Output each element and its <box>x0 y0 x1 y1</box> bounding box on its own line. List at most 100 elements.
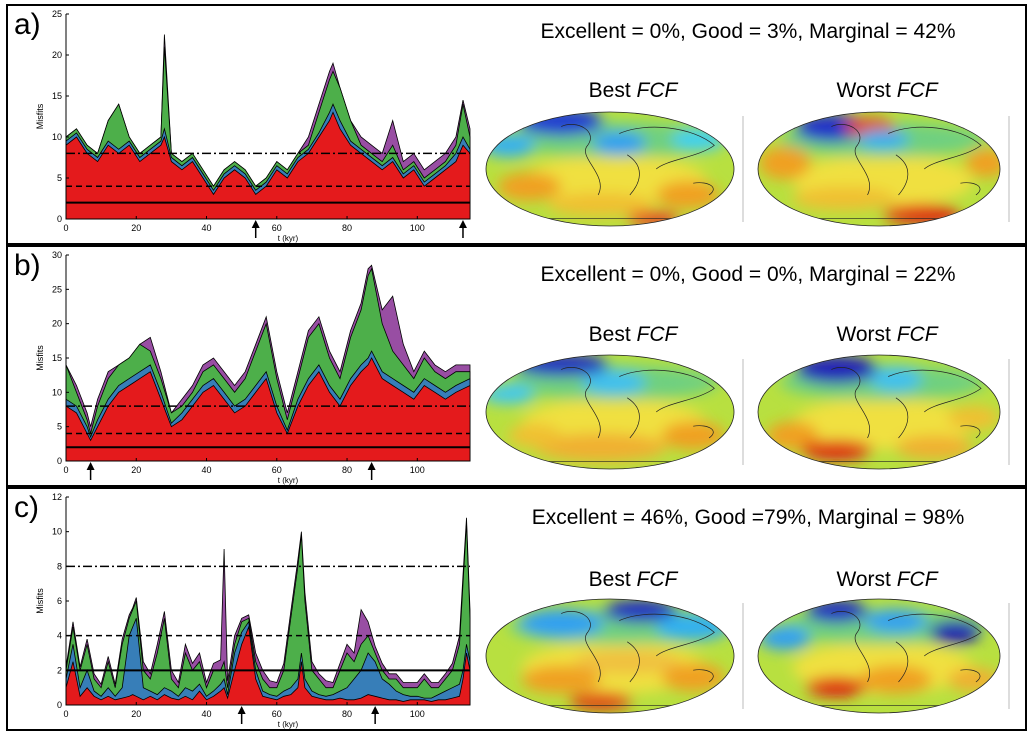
field-layer <box>758 599 1000 713</box>
field-blob <box>800 440 873 460</box>
x-axis-label: t (kyr) <box>278 720 299 729</box>
best-fcf-title: Best FCF <box>588 568 678 591</box>
misfit-area <box>65 618 471 706</box>
y-tick-label: 0 <box>57 214 62 224</box>
map-outline <box>485 598 735 714</box>
field-blob <box>656 180 720 210</box>
misfit-area <box>65 111 471 220</box>
misfit-area <box>65 625 471 706</box>
arrow-head <box>86 462 95 470</box>
field-blob <box>656 612 731 641</box>
map-outline <box>485 354 735 470</box>
field-blob <box>592 131 646 155</box>
anomaly-layer <box>759 599 1000 697</box>
field-blob <box>603 599 678 623</box>
x-tick-label: 60 <box>272 709 282 719</box>
coastline <box>805 611 982 706</box>
panel-letter: b) <box>14 249 41 282</box>
field-blob <box>929 620 982 645</box>
field-blob <box>857 130 909 149</box>
field-blob <box>521 665 601 694</box>
field-blob <box>672 127 725 152</box>
y-tick-label: 20 <box>52 319 62 329</box>
anomaly-layer <box>759 113 1000 224</box>
coastline <box>534 124 715 219</box>
misfit-chart: 0 5 10 15 20 25 0 20 40 60 80 100 Misfits t (kyr) <box>35 9 471 243</box>
panel-a: a) 0 5 10 15 20 25 0 20 40 60 80 100 Misfits t (kyr) … <box>6 4 1027 245</box>
field-layer <box>758 112 1000 226</box>
field-layer <box>758 355 1000 469</box>
y-tick-label: 20 <box>52 50 62 60</box>
arrow-head <box>237 706 246 714</box>
field-blob <box>859 665 933 694</box>
field-blob <box>792 186 896 211</box>
worst-fcf-title: Worst FCF <box>836 79 938 102</box>
arrow-head <box>371 706 380 714</box>
x-tick-label: 60 <box>272 223 282 233</box>
field-blob <box>947 406 1000 430</box>
field-blob <box>805 677 868 697</box>
y-tick-label: 10 <box>52 132 62 142</box>
x-tick-label: 40 <box>202 223 212 233</box>
map-outline <box>757 111 1001 227</box>
x-tick-label: 100 <box>410 465 425 475</box>
y-tick-label: 4 <box>57 631 62 641</box>
skill-stats-text: Excellent = 0%, Good = 3%, Marginal = 42… <box>540 20 956 43</box>
panel-b: b) 0 5 10 15 20 25 30 0 20 40 60 80 100 Misfits t (kyr… <box>6 245 1027 487</box>
x-tick-label: 20 <box>131 709 141 719</box>
field-blob <box>766 421 819 450</box>
field-blob <box>548 192 654 217</box>
y-tick-label: 2 <box>57 665 62 675</box>
x-tick-label: 0 <box>63 465 68 475</box>
y-tick-label: 6 <box>57 596 62 606</box>
coastline <box>805 124 982 219</box>
best-fcf-map <box>485 111 744 227</box>
field-blob <box>883 204 961 224</box>
arrow-head <box>251 220 260 228</box>
field-blob <box>759 146 811 180</box>
field-blob <box>569 692 633 710</box>
field-blob <box>864 608 927 633</box>
x-tick-label: 0 <box>63 709 68 719</box>
y-axis-label: Misfits <box>35 103 45 129</box>
field-blob <box>486 133 535 158</box>
y-tick-label: 0 <box>57 700 62 710</box>
field-blob <box>518 608 604 638</box>
anomaly-layer <box>486 112 725 226</box>
coastline <box>534 367 715 462</box>
x-tick-label: 60 <box>272 465 282 475</box>
field-blob <box>513 355 609 377</box>
field-blob <box>795 355 878 384</box>
field-layer <box>486 355 734 469</box>
y-tick-label: 8 <box>57 561 62 571</box>
y-tick-label: 30 <box>52 250 62 260</box>
skill-stats-text: Excellent = 46%, Good =79%, Marginal = 9… <box>531 506 965 529</box>
field-blob <box>947 667 1000 692</box>
y-tick-label: 0 <box>57 456 62 466</box>
y-tick-label: 5 <box>57 173 62 183</box>
panel-letter: c) <box>14 491 39 524</box>
x-tick-label: 100 <box>410 709 425 719</box>
x-tick-label: 100 <box>410 223 425 233</box>
worst-fcf-map <box>757 111 1010 227</box>
y-tick-label: 25 <box>52 284 62 294</box>
x-tick-label: 20 <box>131 223 141 233</box>
y-axis-label: Misfits <box>35 588 45 614</box>
field-blob <box>870 367 922 391</box>
field-blob <box>574 650 680 674</box>
field-blob <box>661 663 725 692</box>
y-tick-label: 10 <box>52 387 62 397</box>
x-tick-label: 40 <box>202 709 212 719</box>
worst-fcf-map <box>757 598 1010 714</box>
misfit-area <box>65 357 471 462</box>
field-blob <box>534 433 667 462</box>
x-tick-label: 80 <box>342 709 352 719</box>
y-tick-label: 25 <box>52 9 62 19</box>
panel-c: c) 0 2 4 6 8 10 12 0 20 40 60 80 100 Misfits t (kyr) E… <box>6 487 1027 731</box>
y-tick-label: 5 <box>57 422 62 432</box>
worst-fcf-title: Worst FCF <box>836 568 938 591</box>
coastline <box>534 611 715 706</box>
best-fcf-map <box>485 598 744 714</box>
x-axis-label: t (kyr) <box>278 476 299 485</box>
